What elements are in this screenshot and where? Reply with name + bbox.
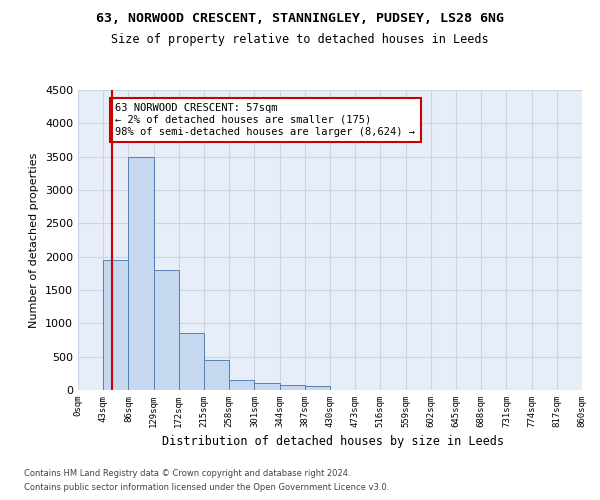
Text: Distribution of detached houses by size in Leeds: Distribution of detached houses by size …: [162, 435, 504, 448]
Bar: [280, 386, 305, 390]
Bar: [229, 380, 254, 390]
Text: Size of property relative to detached houses in Leeds: Size of property relative to detached ho…: [111, 32, 489, 46]
Bar: [103, 260, 128, 390]
Bar: [179, 334, 204, 390]
Y-axis label: Number of detached properties: Number of detached properties: [29, 152, 40, 328]
Bar: [204, 360, 229, 390]
Bar: [128, 156, 154, 390]
Text: 63 NORWOOD CRESCENT: 57sqm
← 2% of detached houses are smaller (175)
98% of semi: 63 NORWOOD CRESCENT: 57sqm ← 2% of detac…: [115, 104, 415, 136]
Bar: [254, 384, 280, 390]
Bar: [154, 270, 179, 390]
Text: Contains HM Land Registry data © Crown copyright and database right 2024.: Contains HM Land Registry data © Crown c…: [24, 468, 350, 477]
Text: 63, NORWOOD CRESCENT, STANNINGLEY, PUDSEY, LS28 6NG: 63, NORWOOD CRESCENT, STANNINGLEY, PUDSE…: [96, 12, 504, 26]
Bar: [305, 386, 330, 390]
Text: Contains public sector information licensed under the Open Government Licence v3: Contains public sector information licen…: [24, 484, 389, 492]
